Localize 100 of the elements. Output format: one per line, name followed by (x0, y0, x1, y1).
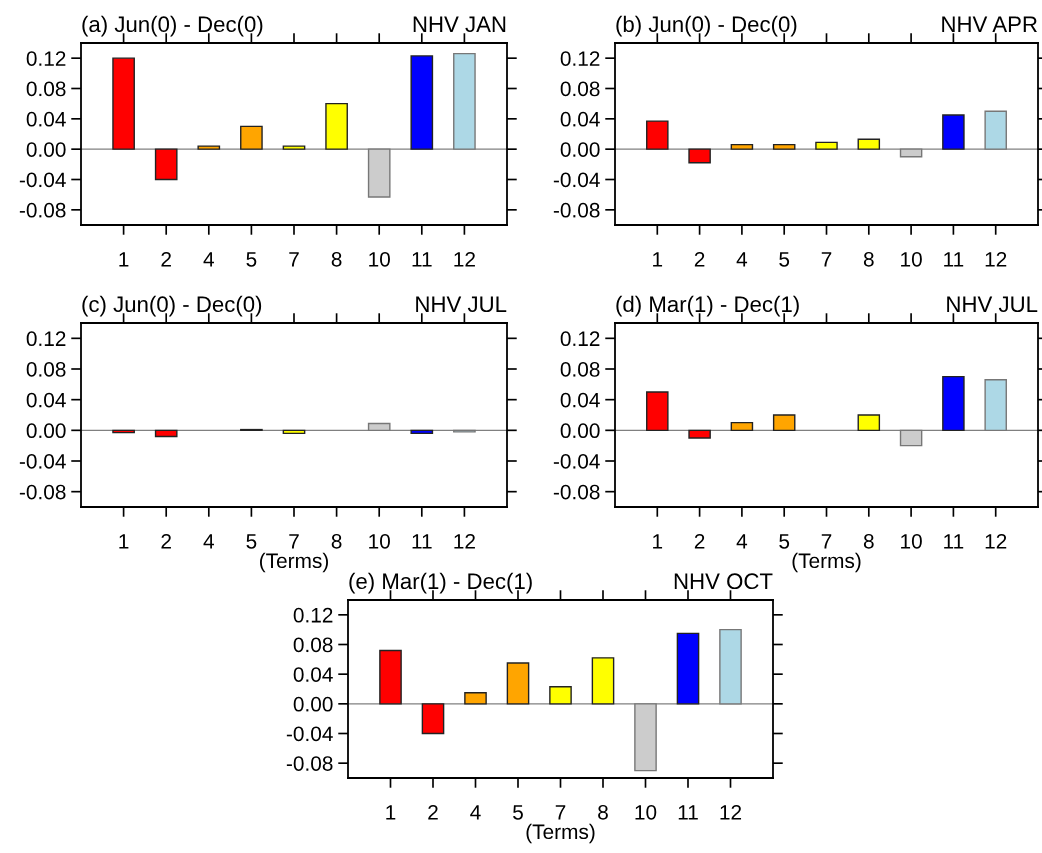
bar (410, 55, 434, 150)
x-tick-label: 11 (412, 534, 432, 549)
x-tick-label: 1 (653, 534, 663, 549)
y-tick-label: 0.12 (560, 331, 600, 347)
y-tick-label: 0.08 (560, 81, 600, 97)
bar (857, 414, 881, 432)
y-tick-label: -0.08 (553, 202, 600, 218)
x-tick-label: 11 (944, 252, 964, 267)
y-tick-label: 0.04 (560, 111, 600, 127)
x-tick-label: 10 (369, 533, 390, 549)
y-tick-label: 0.00 (293, 696, 333, 712)
bar (676, 632, 700, 705)
bar (282, 145, 306, 150)
x-tick-label: 4 (203, 252, 214, 267)
y-tick-label: 0.04 (26, 111, 66, 127)
y-tick-label: -0.04 (19, 172, 66, 188)
bar (549, 686, 572, 705)
x-tick-label: 1 (119, 252, 129, 267)
x-tick-label: 2 (428, 804, 438, 820)
x-tick-label: 1 (653, 252, 663, 267)
bar (421, 703, 445, 735)
x-tick-label: 7 (289, 252, 299, 267)
bar (942, 114, 965, 150)
chart-subtitle: NHV OCT (674, 573, 773, 590)
x-tick-label: 12 (985, 251, 1007, 267)
x-tick-label: 12 (985, 533, 1007, 549)
x-tick-label: 10 (369, 251, 390, 267)
bar (815, 141, 838, 150)
x-tick-label: 4 (203, 534, 214, 549)
y-tick-label: 0.04 (293, 667, 333, 682)
bar (464, 692, 487, 705)
bar (410, 429, 434, 435)
y-tick-label: -0.08 (19, 202, 66, 218)
bar (857, 138, 881, 150)
x-tick-label: 5 (779, 534, 790, 549)
x-tick-label: 10 (901, 533, 922, 549)
x-axis-title: (Terms) (792, 552, 861, 573)
chart-title: (a) Jun(0) - Dec(0) (82, 15, 263, 37)
x-tick-label: 7 (821, 252, 832, 267)
bar (772, 143, 796, 150)
y-tick-label: 0.00 (26, 142, 66, 157)
x-tick-label: 4 (470, 805, 481, 820)
chart-title: (b) Jun(0) - Dec(0) (616, 15, 797, 37)
y-tick-label: -0.08 (553, 484, 600, 500)
chart-subtitle: NHV JUL (947, 296, 1038, 313)
x-tick-label: 7 (555, 805, 566, 820)
bar (942, 375, 965, 432)
x-tick-label: 2 (694, 533, 705, 549)
x-tick-label: 8 (331, 251, 342, 267)
x-tick-label: 1 (119, 534, 129, 549)
x-tick-label: 10 (901, 251, 922, 267)
bar (379, 649, 402, 705)
chart-title: (c) Jun(0) - Dec(0) (82, 295, 262, 317)
bar (730, 143, 754, 150)
x-tick-label: 7 (821, 534, 832, 549)
y-tick-label: 0.12 (293, 607, 333, 623)
x-tick-label: 5 (246, 534, 257, 549)
x-tick-label: 8 (863, 533, 874, 549)
x-tick-label: 11 (944, 534, 964, 549)
y-tick-label: -0.04 (19, 454, 66, 469)
y-tick-label: 0.00 (560, 423, 600, 439)
x-tick-label: 12 (454, 533, 475, 549)
y-tick-label: 0.12 (26, 51, 66, 66)
x-tick-label: 11 (412, 252, 432, 267)
y-tick-label: -0.04 (553, 454, 600, 469)
y-tick-label: 0.08 (293, 637, 333, 653)
x-tick-label: 4 (736, 534, 748, 549)
bar (240, 125, 263, 150)
x-tick-label: 11 (678, 805, 698, 820)
y-tick-label: -0.04 (553, 172, 600, 188)
x-tick-label: 8 (598, 804, 608, 820)
chart-subtitle: NHV APR (942, 16, 1037, 32)
x-tick-label: 4 (736, 252, 748, 267)
chart-subtitle: NHV JUL (416, 296, 507, 313)
x-tick-label: 2 (161, 251, 171, 267)
y-tick-label: 0.04 (26, 392, 66, 408)
bar (646, 120, 669, 150)
chart-title: (e) Mar(1) - Dec(1) (349, 572, 532, 594)
bar (197, 145, 221, 150)
bar (154, 148, 178, 181)
y-tick-label: 0.12 (560, 51, 600, 66)
x-axis-title: (Terms) (260, 552, 328, 573)
bar (772, 414, 796, 432)
x-tick-label: 8 (863, 251, 874, 267)
x-tick-label: 2 (161, 533, 171, 549)
chart-subtitle: NHV JAN (413, 16, 506, 33)
bar (730, 421, 754, 432)
x-tick-label: 12 (454, 251, 475, 267)
bar (688, 148, 711, 164)
bar (325, 102, 348, 150)
x-tick-label: 8 (331, 533, 342, 549)
x-tick-label: 5 (246, 252, 257, 267)
y-tick-label: -0.04 (286, 726, 333, 742)
y-tick-label: -0.08 (286, 756, 333, 771)
y-tick-label: 0.00 (560, 142, 600, 157)
bar (646, 391, 669, 432)
chart-title: (d) Mar(1) - Dec(1) (616, 295, 799, 317)
y-tick-label: 0.08 (26, 81, 66, 97)
x-tick-label: 1 (386, 805, 396, 820)
bar (154, 429, 178, 438)
